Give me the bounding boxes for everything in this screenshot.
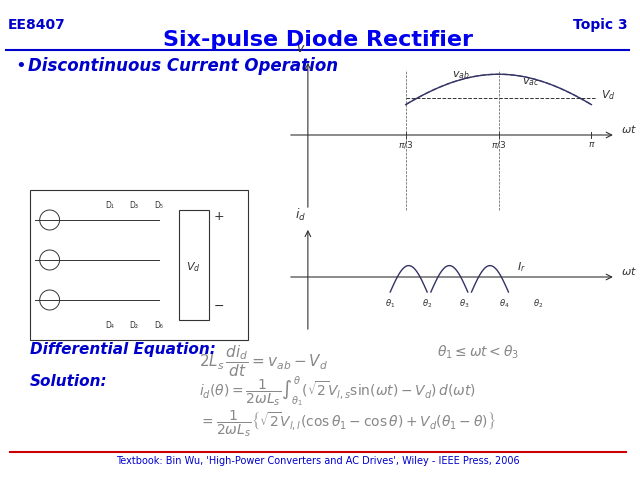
Text: $\theta_2$: $\theta_2$ [422,298,432,311]
Text: $V_d$: $V_d$ [601,88,616,102]
Text: $v_{ab}$: $v_{ab}$ [452,70,470,82]
Text: $\theta_1 \leq \omega t < \theta_3$: $\theta_1 \leq \omega t < \theta_3$ [437,344,519,361]
Text: •: • [15,57,26,75]
Text: $i_d$: $i_d$ [295,207,306,223]
Text: −: − [214,300,224,313]
Text: $\pi/3$: $\pi/3$ [398,139,413,149]
Text: $I_r$: $I_r$ [517,260,526,274]
Text: $\omega t$: $\omega t$ [621,123,637,135]
Text: Six-pulse Diode Rectifier: Six-pulse Diode Rectifier [163,30,473,50]
Text: +: + [214,210,224,223]
Text: $2L_s\,\dfrac{di_d}{dt} = v_{ab} - V_d$: $2L_s\,\dfrac{di_d}{dt} = v_{ab} - V_d$ [198,344,328,380]
Text: $\omega t$: $\omega t$ [621,265,637,277]
Text: Topic 3: Topic 3 [573,18,628,32]
Text: D₄: D₄ [105,321,114,330]
Text: EE8407: EE8407 [8,18,66,32]
Text: $\pi/3$: $\pi/3$ [491,139,506,149]
Text: D₁: D₁ [105,201,114,210]
Text: $v_{ac}$: $v_{ac}$ [522,76,540,88]
Text: Textbook: Bin Wu, 'High-Power Converters and AC Drives', Wiley - IEEE Press, 200: Textbook: Bin Wu, 'High-Power Converters… [116,456,520,466]
Text: $\theta_4$: $\theta_4$ [499,298,510,311]
Text: $v$: $v$ [296,42,306,55]
Bar [30,190,248,340]
Text: $V_d$: $V_d$ [186,260,201,274]
Text: $\theta_3$: $\theta_3$ [459,298,469,311]
Bar [179,210,209,320]
Text: $\theta_2$: $\theta_2$ [533,298,543,311]
Text: Solution:: Solution: [30,374,108,389]
Text: D₃: D₃ [129,201,139,210]
Text: $i_d(\theta) = \dfrac{1}{2\omega L_s}\int_{\theta_1}^{\theta}(\sqrt{2}V_{l,s}\si: $i_d(\theta) = \dfrac{1}{2\omega L_s}\in… [198,375,476,409]
Text: $= \dfrac{1}{2\omega L_s}\left\{\sqrt{2}V_{l,l}(\cos\theta_1 - \cos\theta)+ V_d(: $= \dfrac{1}{2\omega L_s}\left\{\sqrt{2}… [198,408,495,439]
Text: $\theta_1$: $\theta_1$ [385,298,396,311]
Text: D₂: D₂ [129,321,139,330]
Text: Discontinuous Current Operation: Discontinuous Current Operation [28,57,338,75]
Text: D₆: D₆ [154,321,163,330]
Text: D₅: D₅ [154,201,163,210]
Text: Differential Equation:: Differential Equation: [30,342,216,357]
Text: $\pi$: $\pi$ [588,140,595,149]
